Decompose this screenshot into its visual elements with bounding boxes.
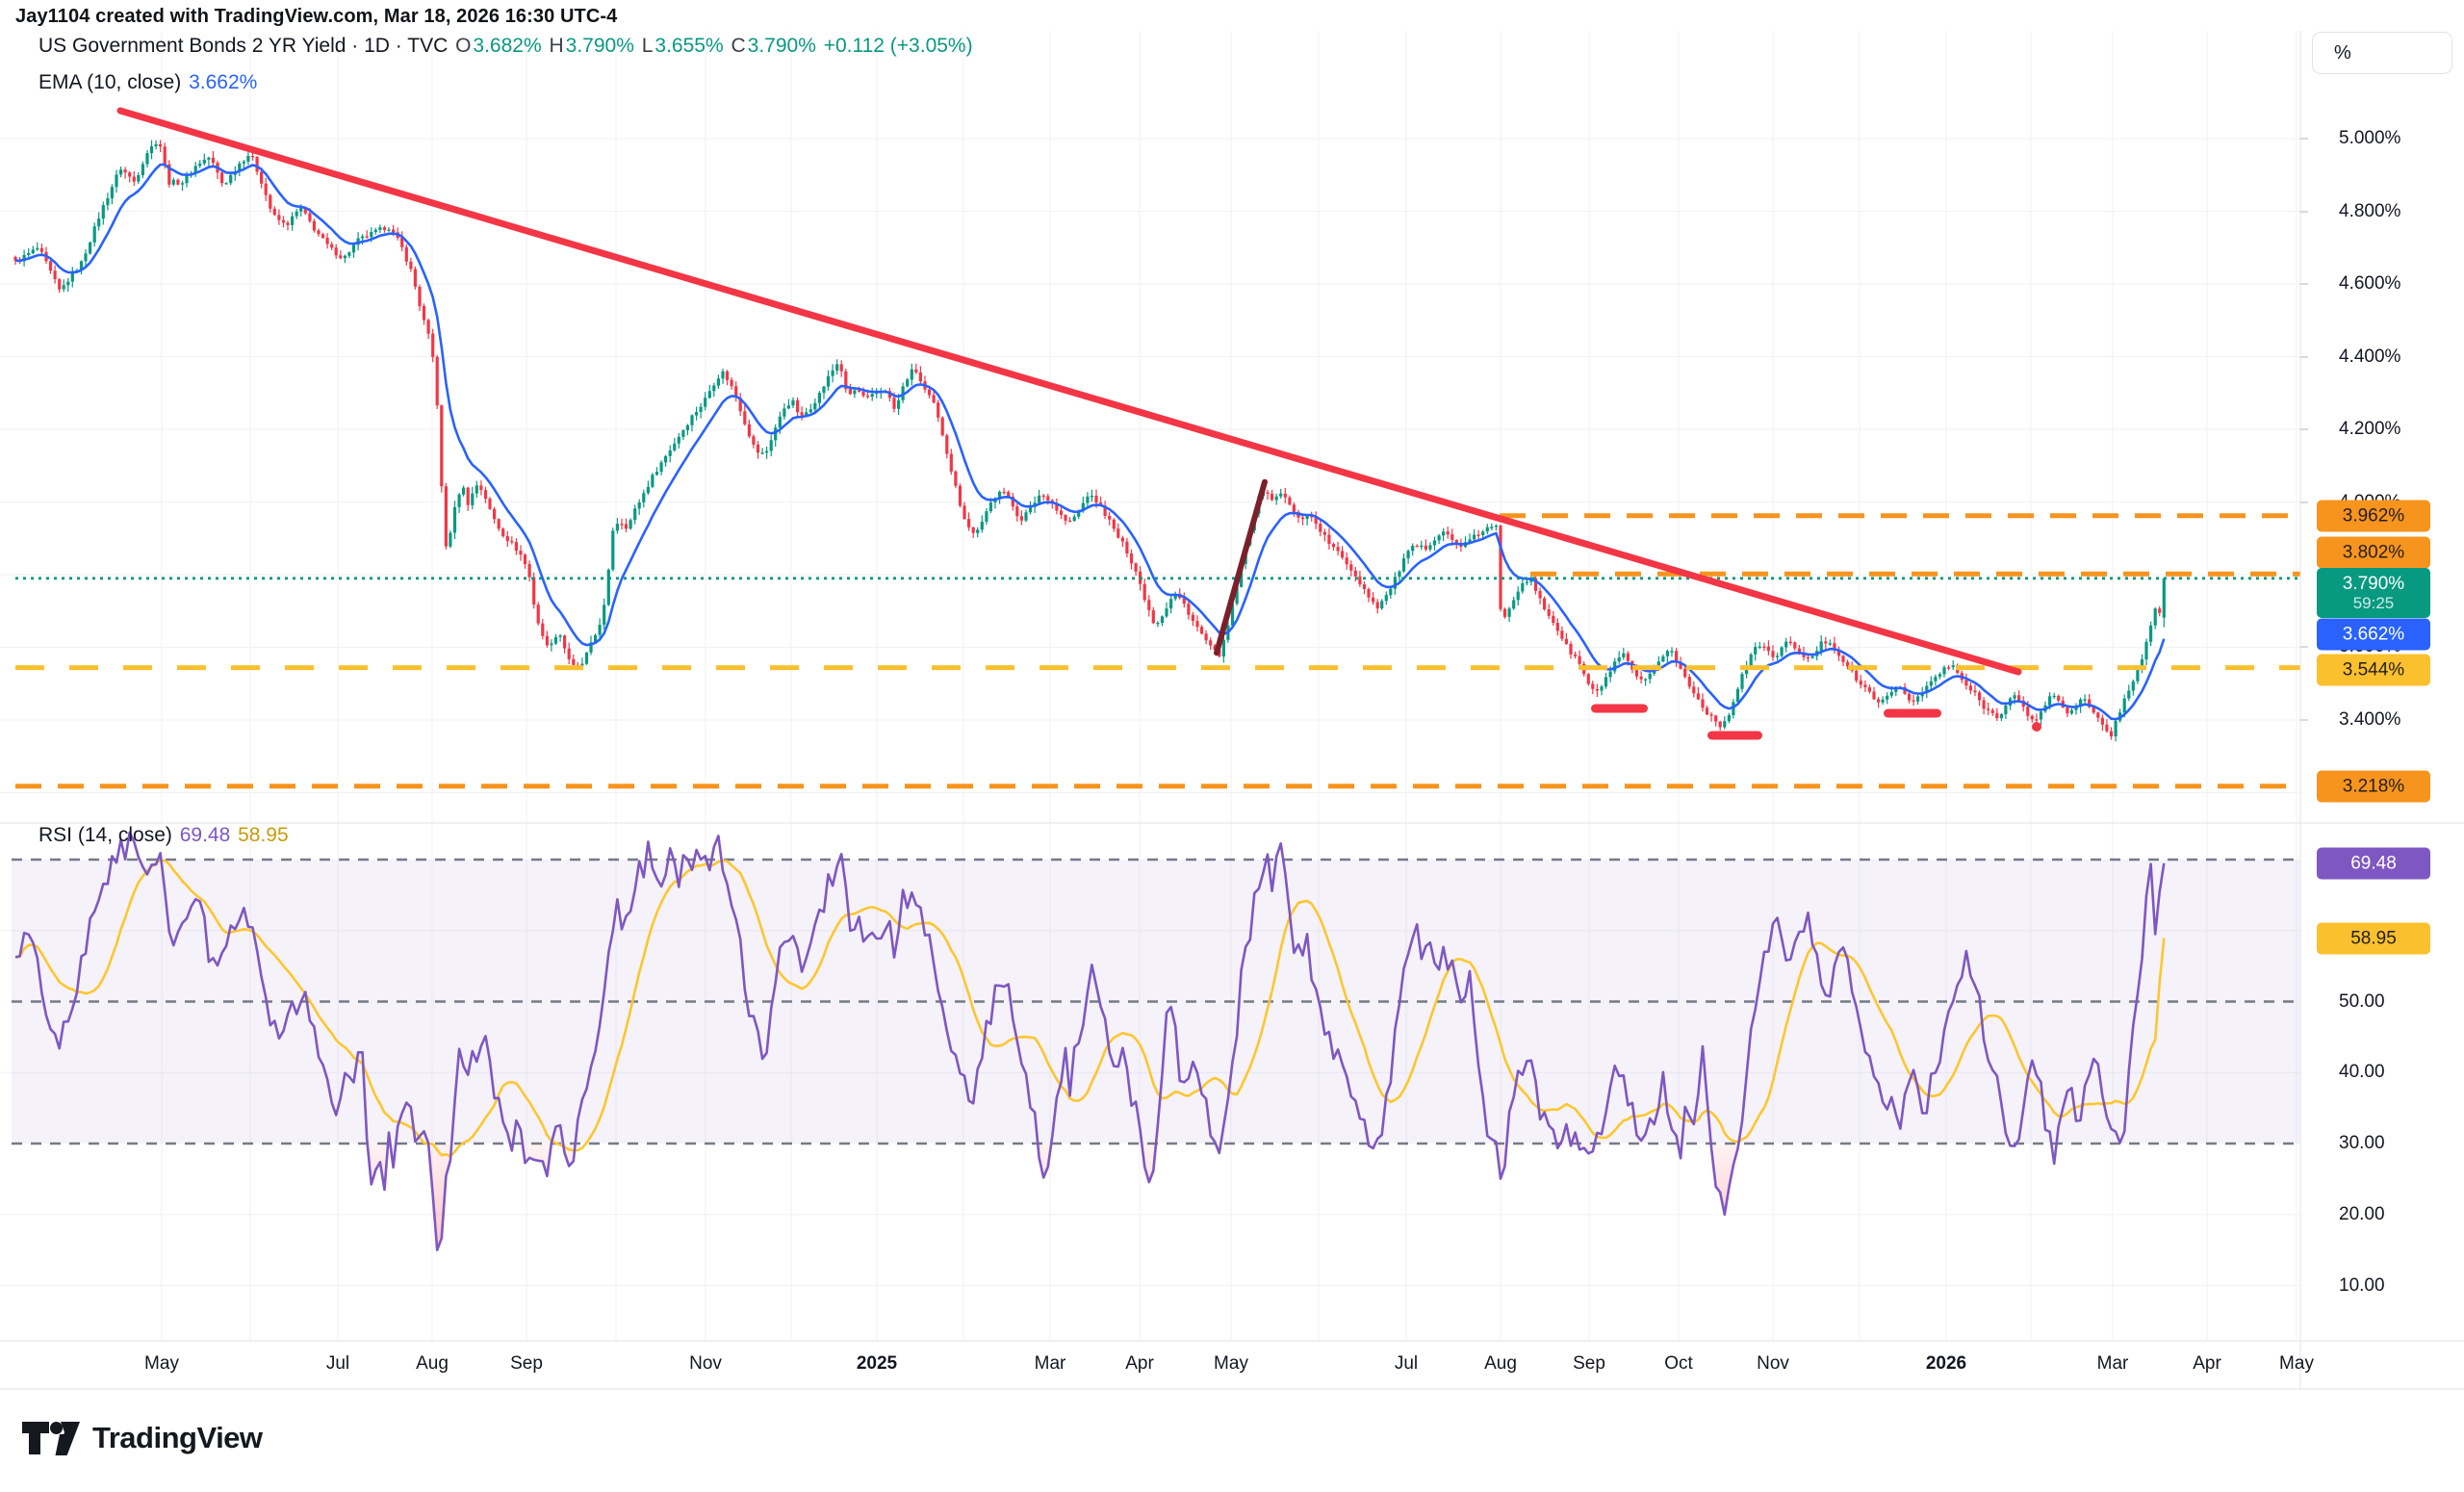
tradingview-logo-text: TradingView	[92, 1421, 263, 1454]
rsi-legend[interactable]: RSI (14, close) 69.48 58.95	[38, 824, 291, 847]
rsi-tick-20.00: 20.00	[2339, 1204, 2385, 1224]
rsi-tick-50.00: 50.00	[2339, 991, 2385, 1012]
time-tick-Nov: Nov	[689, 1353, 722, 1374]
ema-legend[interactable]: EMA (10, close) 3.662%	[38, 71, 259, 94]
symbol-legend-token-4: 3.790%	[565, 35, 634, 57]
symbol-legend-token-1: O	[449, 35, 472, 57]
symbol-legend-token-9: +0.112 (+3.05%)	[817, 35, 973, 57]
level-price-label-3.218%: 3.218%	[2317, 770, 2430, 803]
price-axis-unit-button[interactable]: %	[2312, 32, 2452, 74]
tradingview-logo[interactable]: TradingView	[21, 1421, 263, 1455]
price-tick-4.400%: 4.400%	[2339, 347, 2401, 367]
price-tick-4.200%: 4.200%	[2339, 419, 2401, 439]
symbol-legend-token-0: US Government Bonds 2 YR Yield · 1D · TV…	[38, 35, 449, 57]
symbol-legend-token-8: 3.790%	[747, 35, 816, 57]
time-tick-Jul: Jul	[1394, 1353, 1419, 1374]
percent-unit-label: %	[2334, 41, 2351, 64]
symbol-legend-token-3: H	[543, 35, 564, 57]
ema-legend-token-1: 3.662%	[183, 71, 258, 93]
symbol-legend[interactable]: US Government Bonds 2 YR Yield · 1D · TV…	[38, 35, 975, 58]
rsi-legend-token-0: RSI (14, close)	[38, 824, 172, 846]
time-tick-Apr: Apr	[1125, 1353, 1154, 1374]
time-tick-May: May	[2279, 1353, 2314, 1374]
time-tick-2025: 2025	[856, 1353, 898, 1374]
time-tick-May: May	[1214, 1353, 1248, 1374]
time-tick-Aug: Aug	[1484, 1353, 1517, 1374]
symbol-legend-token-5: L	[635, 35, 654, 57]
rsi-legend-token-1: 69.48	[173, 824, 231, 846]
rsi-legend-token-2: 58.95	[232, 824, 289, 846]
time-tick-May: May	[144, 1353, 179, 1374]
level-price-label-3.662%: 3.662%	[2317, 618, 2430, 651]
price-tick-5.000%: 5.000%	[2339, 128, 2401, 148]
symbol-legend-token-2: 3.682%	[473, 35, 542, 57]
time-tick-2026: 2026	[1925, 1353, 1967, 1374]
level-price-label-3.544%: 3.544%	[2317, 654, 2430, 686]
tradingview-logo-icon	[22, 1422, 80, 1455]
time-tick-Apr: Apr	[2193, 1353, 2221, 1374]
time-tick-Mar: Mar	[2096, 1353, 2129, 1374]
price-tick-4.600%: 4.600%	[2339, 273, 2401, 294]
symbol-legend-token-7: C	[725, 35, 746, 57]
rsi-tick-30.00: 30.00	[2339, 1133, 2385, 1153]
time-tick-Jul: Jul	[325, 1353, 350, 1374]
time-tick-Nov: Nov	[1757, 1353, 1789, 1374]
time-tick-Oct: Oct	[1664, 1353, 1693, 1374]
level-price-label-3.802%: 3.802%	[2317, 536, 2430, 569]
watermark-attribution: Jay1104 created with TradingView.com, Ma…	[15, 6, 618, 27]
time-tick-Sep: Sep	[1573, 1353, 1605, 1374]
symbol-legend-token-6: 3.655%	[654, 35, 724, 57]
price-tick-4.800%: 4.800%	[2339, 201, 2401, 221]
rsi-price-label-58.95: 58.95	[2317, 922, 2430, 955]
rsi-price-label-69.48: 69.48	[2317, 847, 2430, 880]
ema-legend-token-0: EMA (10, close)	[38, 71, 182, 93]
rsi-tick-40.00: 40.00	[2339, 1062, 2385, 1082]
level-price-label-3.962%: 3.962%	[2317, 500, 2430, 532]
rsi-tick-10.00: 10.00	[2339, 1275, 2385, 1296]
level-price-label-3.790%: 3.790% 59:25	[2317, 568, 2430, 618]
time-tick-Mar: Mar	[1034, 1353, 1066, 1374]
time-tick-Sep: Sep	[510, 1353, 543, 1374]
bar-countdown: 59:25	[2352, 594, 2395, 612]
price-tick-3.400%: 3.400%	[2339, 709, 2401, 730]
time-tick-Aug: Aug	[416, 1353, 449, 1374]
